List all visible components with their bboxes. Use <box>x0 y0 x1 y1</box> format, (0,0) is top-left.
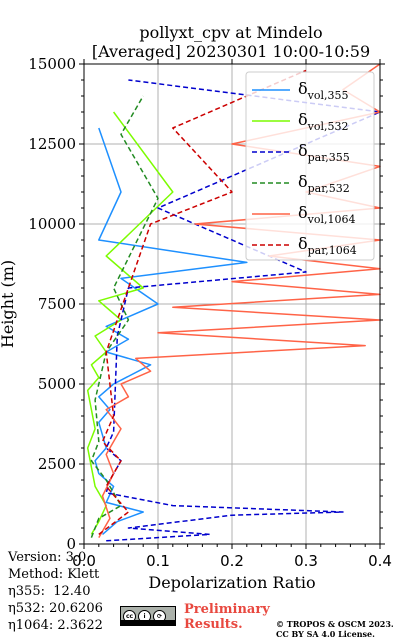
x-tick-label: 0.4 <box>368 552 392 570</box>
version-text: Version: 3.0 <box>8 550 87 565</box>
copyright-line2: CC BY SA 4.0 License. <box>276 629 375 639</box>
legend-label: δpar,355 <box>298 141 350 164</box>
y-tick-label: 12500 <box>28 135 76 153</box>
x-tick-label: 0.0 <box>72 552 96 570</box>
preliminary-note: Preliminary Results. <box>184 602 270 632</box>
y-tick-label: 2500 <box>38 455 76 473</box>
legend-label: δpar,1064 <box>298 234 357 257</box>
legend-label: δvol,532 <box>298 110 349 133</box>
x-tick-label: 0.1 <box>146 552 170 570</box>
copyright-note: © TROPOS & OSCM 2023. CC BY SA 4.0 Licen… <box>276 619 394 639</box>
eta1064-text: η1064: 2.3622 <box>8 618 103 633</box>
y-tick-label: 15000 <box>28 55 76 73</box>
method-text: Method: Klett <box>8 567 100 582</box>
x-tick-label: 0.3 <box>294 552 318 570</box>
cc-badge-strip <box>121 620 175 625</box>
chart-title-line1: pollyxt_cpv at Mindelo <box>139 23 322 42</box>
copyright-line1: © TROPOS & OSCM 2023. <box>276 619 394 629</box>
cc-circle-icon: cc <box>123 609 136 623</box>
y-tick-label: 5000 <box>38 375 76 393</box>
cc-license-icon: cc i ⟳ <box>120 606 176 626</box>
axis-ticks: 0.0 0.1 0.2 0.3 0.4 0 2500 5000 7500 10000 12500 15… <box>28 55 392 570</box>
y-tick-label: 7500 <box>38 295 76 313</box>
series-line-par-532 <box>90 95 159 538</box>
legend: δvol,355 δvol,532 δpar,355 δpar,532 δvol,106… <box>245 71 375 261</box>
y-tick-label: 0 <box>66 535 76 553</box>
legend-label: δvol,355 <box>298 79 349 102</box>
preliminary-line1: Preliminary <box>184 602 270 617</box>
legend-label: δpar,532 <box>298 172 350 195</box>
series-line-vol-355 <box>94 127 248 535</box>
legend-label: δvol,1064 <box>298 203 356 226</box>
eta532-text: η532: 20.6206 <box>8 601 103 616</box>
x-tick-label: 0.2 <box>220 552 244 570</box>
series-line-vol-532 <box>86 111 174 535</box>
eta355-text: η355: 12.40 <box>8 584 91 599</box>
x-axis-label: Depolarization Ratio <box>148 573 315 592</box>
preliminary-line2: Results. <box>184 617 243 632</box>
legend-box <box>245 71 375 261</box>
y-axis-label: Height (m) <box>0 260 17 348</box>
series-line-par-1064 <box>98 69 307 535</box>
retrieval-info: Version: 3.0 Method: Klett η355: 12.40 η… <box>8 549 103 634</box>
chart-title-line2: [Averaged] 20230301 10:00-10:59 <box>92 42 370 61</box>
y-tick-label: 10000 <box>28 215 76 233</box>
